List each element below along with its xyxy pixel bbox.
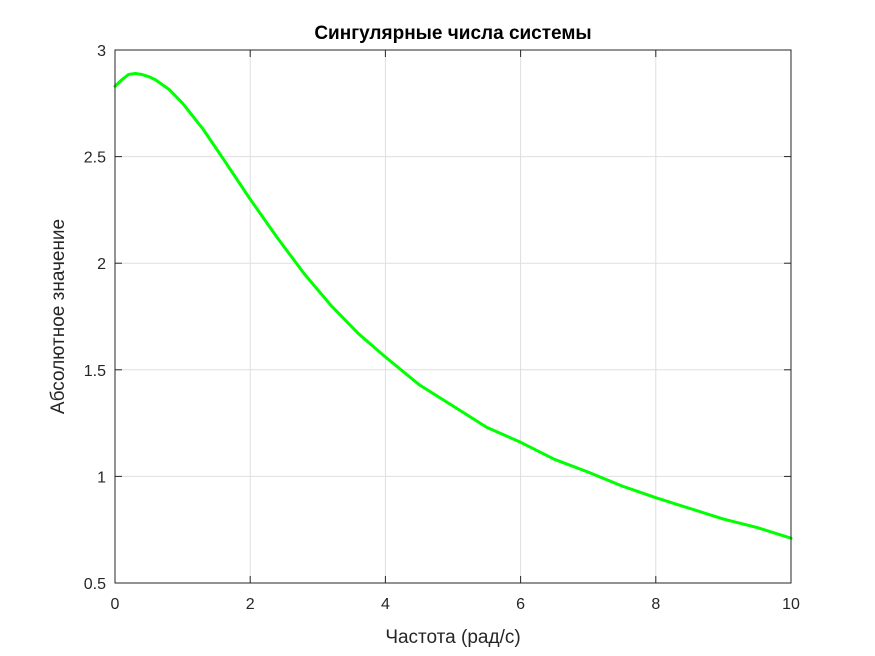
x-tick-label: 2 bbox=[246, 596, 255, 613]
y-tick-label: 3 bbox=[97, 43, 106, 60]
y-tick-label: 1 bbox=[97, 469, 106, 486]
x-axis-label: Частота (рад/с) bbox=[385, 627, 520, 648]
grid-lines bbox=[115, 50, 791, 583]
x-tick-label: 10 bbox=[782, 596, 800, 613]
x-tick-label: 0 bbox=[111, 596, 120, 613]
x-tick-label: 8 bbox=[651, 596, 660, 613]
chart-title: Сингулярные числа системы bbox=[314, 23, 591, 44]
tick-marks bbox=[114, 49, 792, 584]
series-layer bbox=[113, 71, 793, 540]
axes-box bbox=[114, 49, 792, 584]
series-line bbox=[113, 71, 793, 540]
plot-area bbox=[115, 50, 791, 583]
y-tick-labels: 0.5 1 1.5 2 2.5 3 bbox=[84, 43, 106, 593]
x-tick-label: 4 bbox=[381, 596, 390, 613]
y-tick-label: 0.5 bbox=[84, 576, 106, 593]
y-tick-label: 2.5 bbox=[84, 150, 106, 167]
y-tick-label: 1.5 bbox=[84, 363, 106, 380]
x-tick-labels: 0 2 4 6 8 10 bbox=[111, 596, 800, 613]
y-axis-label: Абсолютное значение bbox=[48, 219, 69, 414]
x-tick-label: 6 bbox=[516, 596, 525, 613]
y-tick-label: 2 bbox=[97, 256, 106, 273]
